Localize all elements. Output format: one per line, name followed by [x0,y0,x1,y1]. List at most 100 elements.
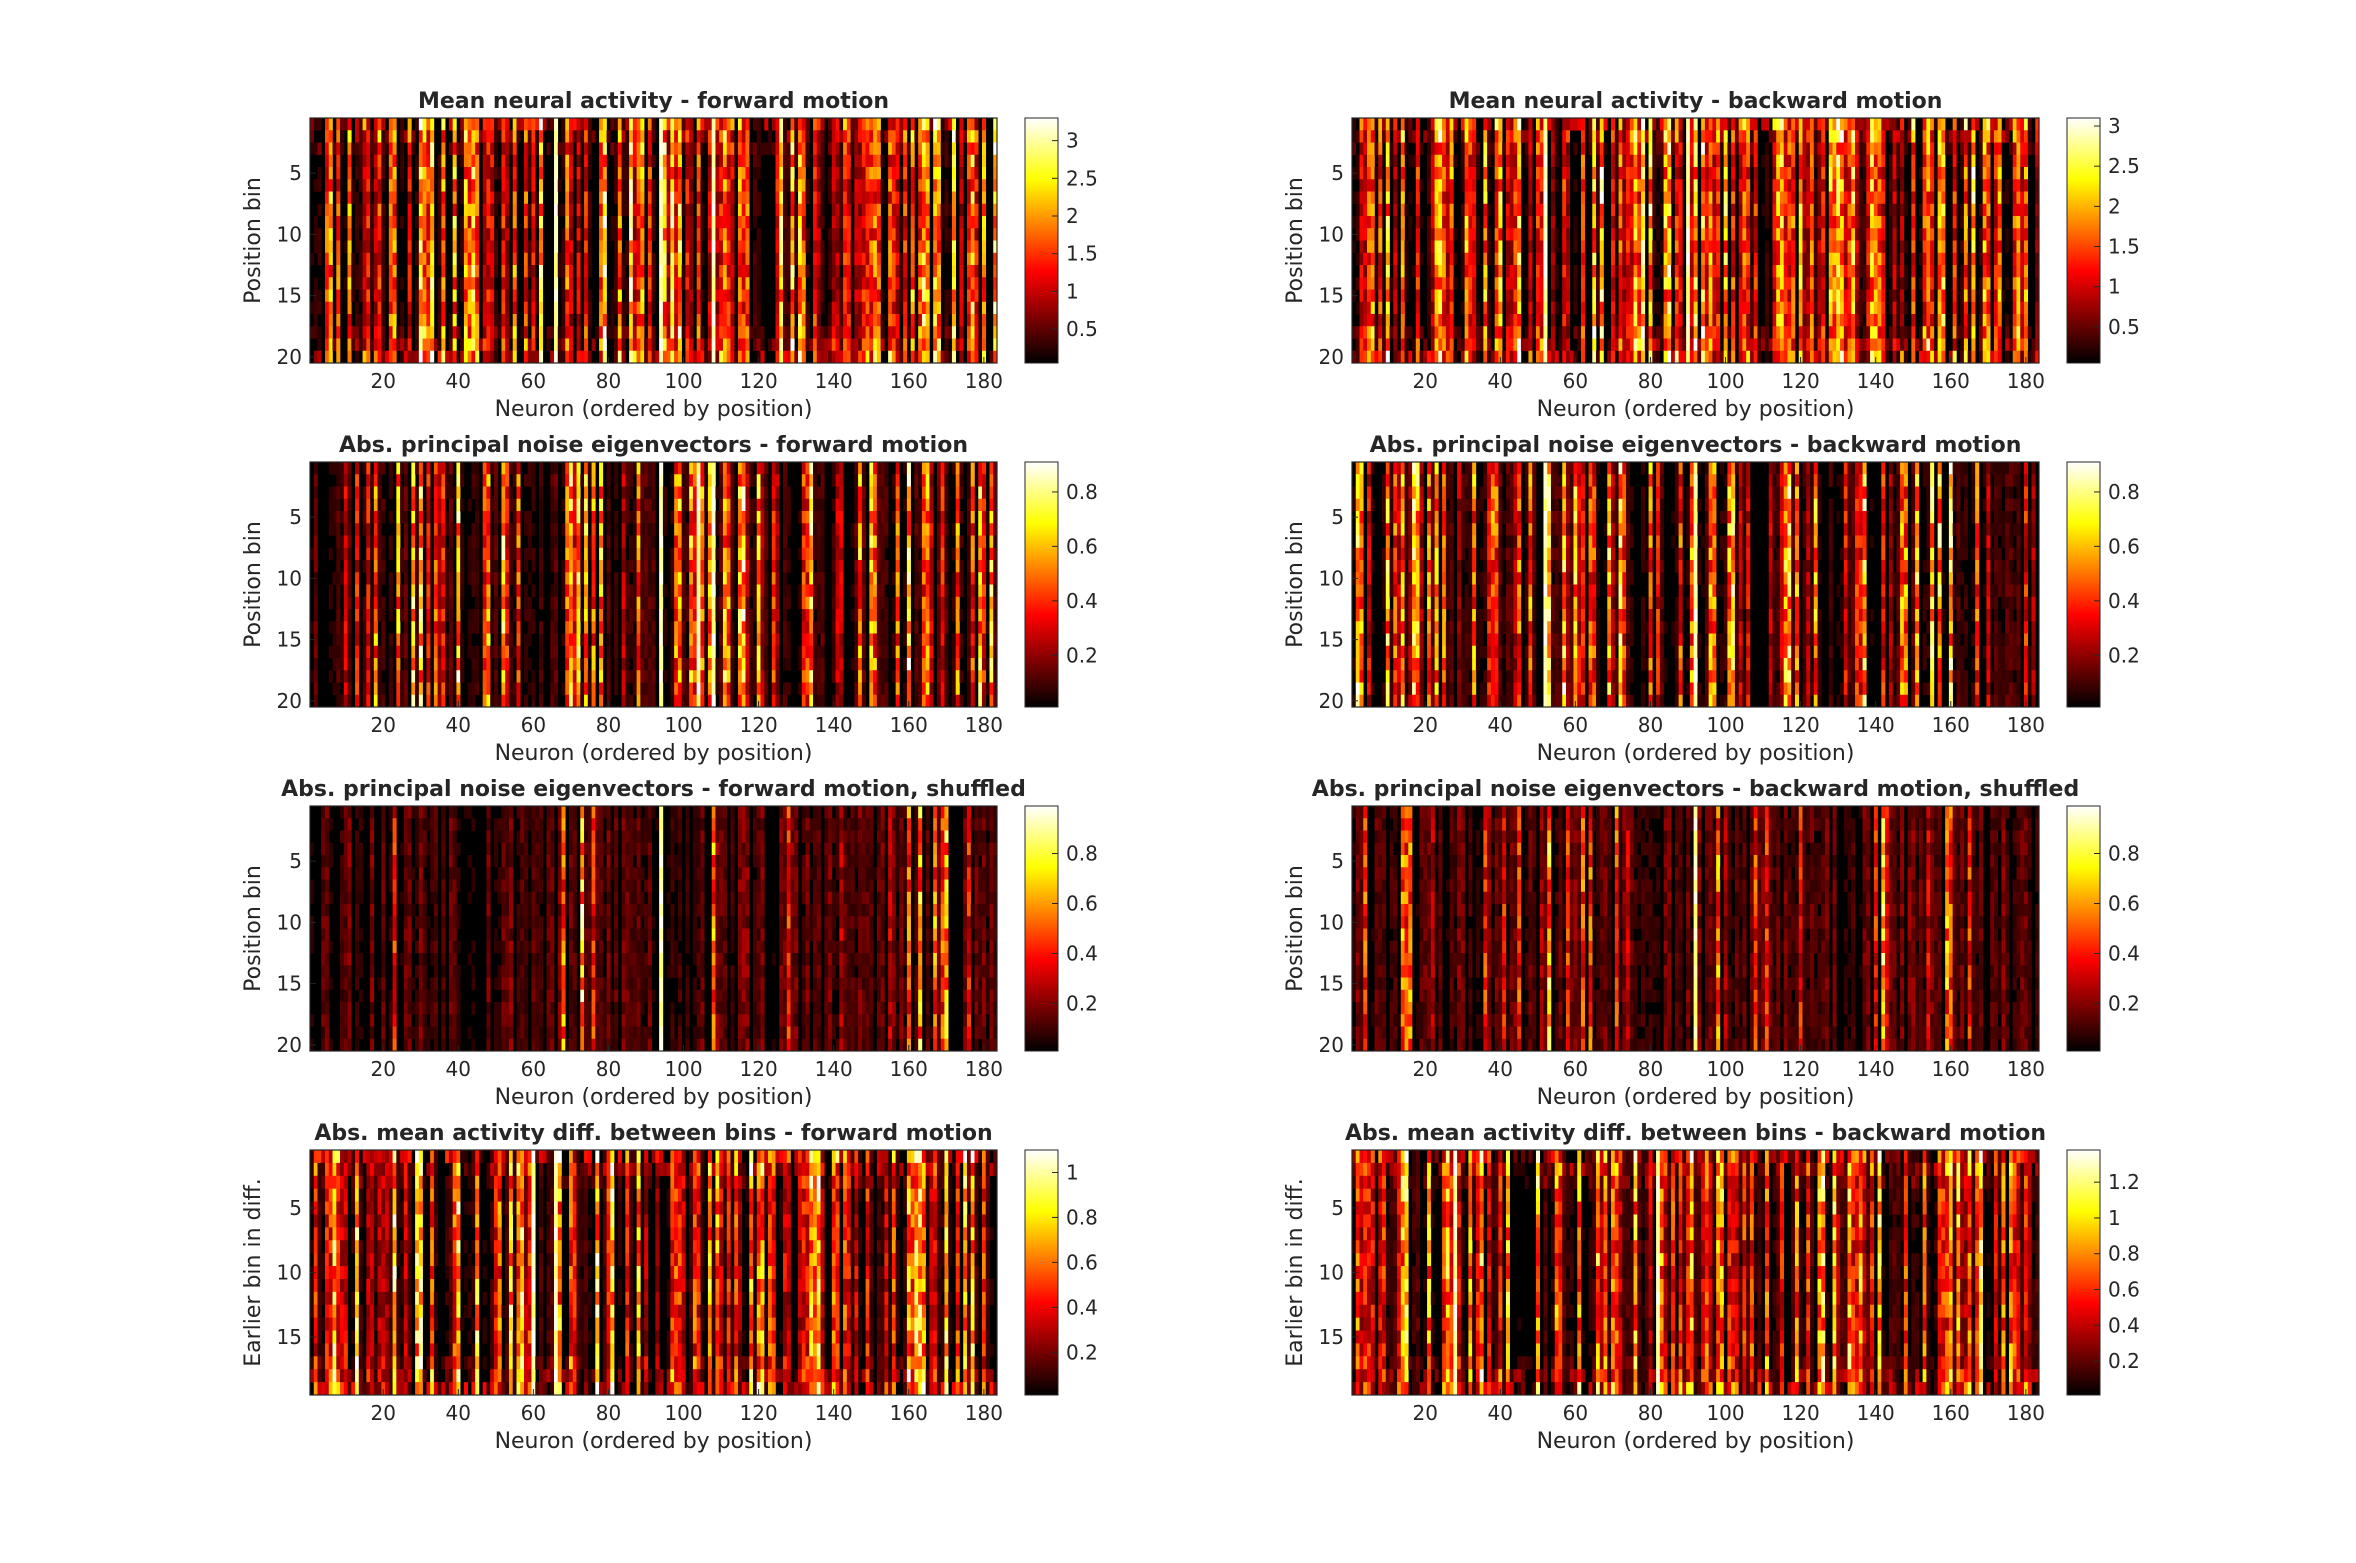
heatmap-cell [1634,314,1638,327]
heatmap-cell [423,155,427,168]
heatmap-cell [1844,204,1848,217]
heatmap-cell [468,326,472,339]
heatmap-cell [355,204,359,217]
heatmap-cell [1468,216,1472,229]
heatmap-cell [1874,302,1878,315]
heatmap-cell [426,302,430,315]
heatmap-cell [1731,167,1735,180]
heatmap-cell [712,253,716,266]
heatmap-cell [1622,204,1626,217]
heatmap-cell [1649,118,1653,131]
heatmap-cell [535,241,539,254]
heatmap-cell [1705,253,1709,266]
heatmap-cell [1919,253,1923,266]
heatmap-cell [1630,339,1634,352]
heatmap-cell [1791,241,1795,254]
heatmap-cell [438,241,442,254]
heatmap-cell [355,302,359,315]
heatmap-cell [423,326,427,339]
heatmap-cell [1622,326,1626,339]
heatmap-cell [1630,204,1634,217]
heatmap-cell [974,228,978,241]
heatmap-cell [832,216,836,229]
heatmap-cell [1810,290,1814,303]
heatmap-cell [730,314,734,327]
heatmap-cell [1438,143,1442,156]
heatmap-cell [1630,253,1634,266]
heatmap-cell [1851,339,1855,352]
heatmap-cell [787,228,791,241]
heatmap-cell [314,143,318,156]
heatmap-cell [1881,130,1885,143]
heatmap-cell [727,339,731,352]
heatmap-cell [524,277,528,290]
heatmap-cell [727,314,731,327]
heatmap-cell [535,302,539,315]
heatmap-cell [1754,192,1758,205]
heatmap-cell [933,302,937,315]
heatmap-cell [415,314,419,327]
heatmap-cell [1667,351,1671,364]
heatmap-cell [888,179,892,192]
heatmap-cell [610,302,614,315]
heatmap-cell [712,167,716,180]
heatmap-cell [340,143,344,156]
heatmap-cell [933,118,937,131]
heatmap-cell [483,241,487,254]
heatmap-cell [1919,167,1923,180]
heatmap-cell [588,167,592,180]
heatmap-cell [802,118,806,131]
heatmap-cell [708,277,712,290]
heatmap-cell [753,155,757,168]
heatmap-cell [351,192,355,205]
heatmap-cell [1363,253,1367,266]
heatmap-cell [1746,216,1750,229]
heatmap-cell [791,204,795,217]
heatmap-cell [1506,130,1510,143]
heatmap-cell [1468,339,1472,352]
heatmap-cell [753,192,757,205]
heatmap-cell [460,290,464,303]
heatmap-cell [531,143,535,156]
heatmap-cell [851,130,855,143]
heatmap-cell [794,351,798,364]
heatmap-cell [1896,130,1900,143]
heatmap-cell [1656,130,1660,143]
heatmap-cell [1731,155,1735,168]
heatmap-cell [652,228,656,241]
heatmap-cell [791,228,795,241]
heatmap-cell [1802,204,1806,217]
heatmap-cell [441,228,445,241]
heatmap-cell [1611,130,1615,143]
heatmap-cell [937,167,941,180]
heatmap-cell [1461,118,1465,131]
heatmap-cell [959,143,963,156]
heatmap-cell [817,339,821,352]
heatmap-cell [1592,179,1596,192]
heatmap-cell [700,179,704,192]
heatmap-cell [1829,167,1833,180]
heatmap-cell [1446,290,1450,303]
heatmap-cell [719,265,723,278]
heatmap-cell [535,118,539,131]
heatmap-cell [1641,241,1645,254]
heatmap-cell [802,326,806,339]
heatmap-cell [614,155,618,168]
heatmap-cell [475,302,479,315]
heatmap-cell [1930,326,1934,339]
heatmap-cell [1510,130,1514,143]
heatmap-cell [648,204,652,217]
heatmap-cell [1761,155,1765,168]
heatmap-cell [569,179,573,192]
heatmap-cell [318,228,322,241]
heatmap-cell [1487,339,1491,352]
heatmap-cell [554,241,558,254]
heatmap-cell [408,228,412,241]
heatmap-cell [363,155,367,168]
heatmap-cell [423,277,427,290]
heatmap-cell [911,118,915,131]
heatmap-cell [1622,179,1626,192]
heatmap-cell [1472,192,1476,205]
heatmap-cell [359,277,363,290]
heatmap-cell [408,143,412,156]
